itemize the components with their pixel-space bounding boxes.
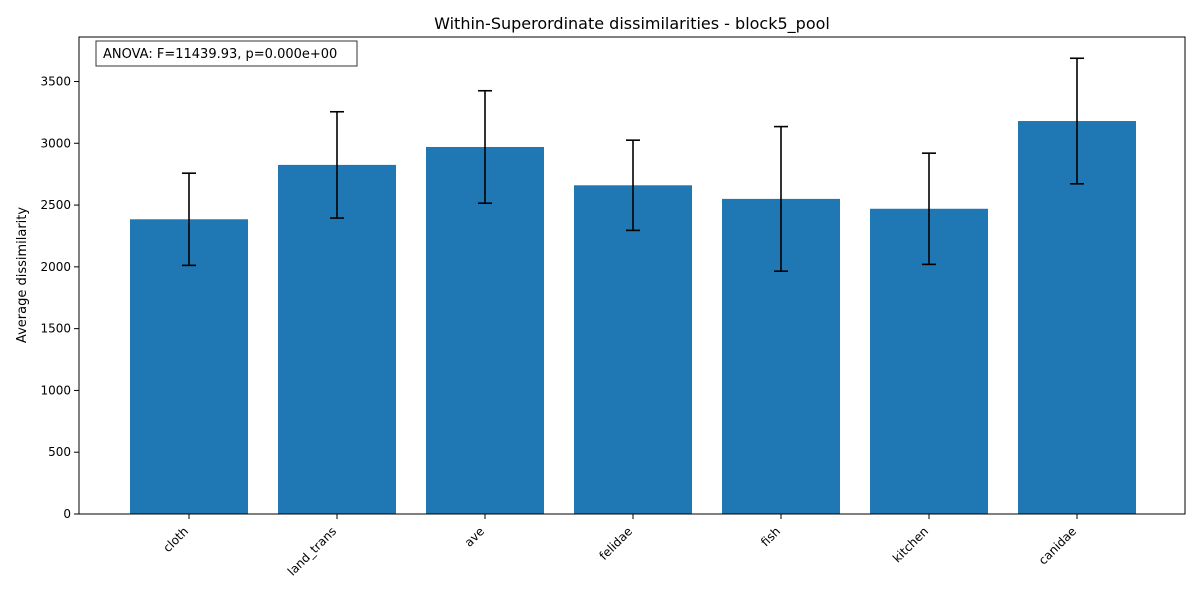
y-tick-label-500: 500 xyxy=(48,445,71,459)
bars-group xyxy=(130,121,1136,515)
bar-canidae xyxy=(1018,121,1136,514)
error-bar-cloth xyxy=(182,172,196,267)
chart-title: Within-Superordinate dissimilarities - b… xyxy=(434,14,830,34)
error-bar-kitchen xyxy=(922,152,936,266)
y-tick-label-0: 0 xyxy=(63,507,71,521)
bar-land_trans xyxy=(278,164,396,514)
annotation-text: ANOVA: F=11439.93, p=0.000e+00 xyxy=(103,47,337,62)
error-bar-land_trans xyxy=(330,110,344,219)
error-bar-fish xyxy=(774,125,788,272)
y-tick-label-1000: 1000 xyxy=(40,383,71,397)
bar-cloth xyxy=(130,219,248,514)
error-bar-ave xyxy=(478,89,492,205)
y-tick-label-2500: 2500 xyxy=(40,198,71,212)
bar-ave xyxy=(426,146,544,514)
y-tick-label-2000: 2000 xyxy=(40,260,71,274)
y-axis-label: Average dissimilarity xyxy=(15,207,30,343)
error-bar-felidae xyxy=(626,139,640,232)
error-bars-group xyxy=(182,57,1084,272)
annotation-box xyxy=(95,40,358,67)
y-tick-label-3000: 3000 xyxy=(40,136,71,150)
y-ticks-group: 0 500 1000 1500 2000 2500 3000 3500 xyxy=(40,74,79,521)
anova-annotation: ANOVA: F=11439.93, p=0.000e+00 xyxy=(95,40,358,67)
bar-felidae xyxy=(574,185,692,514)
y-tick-label-1500: 1500 xyxy=(40,322,71,336)
error-bar-canidae xyxy=(1070,57,1084,185)
plot-frame xyxy=(78,36,1186,515)
y-tick-label-3500: 3500 xyxy=(40,74,71,88)
